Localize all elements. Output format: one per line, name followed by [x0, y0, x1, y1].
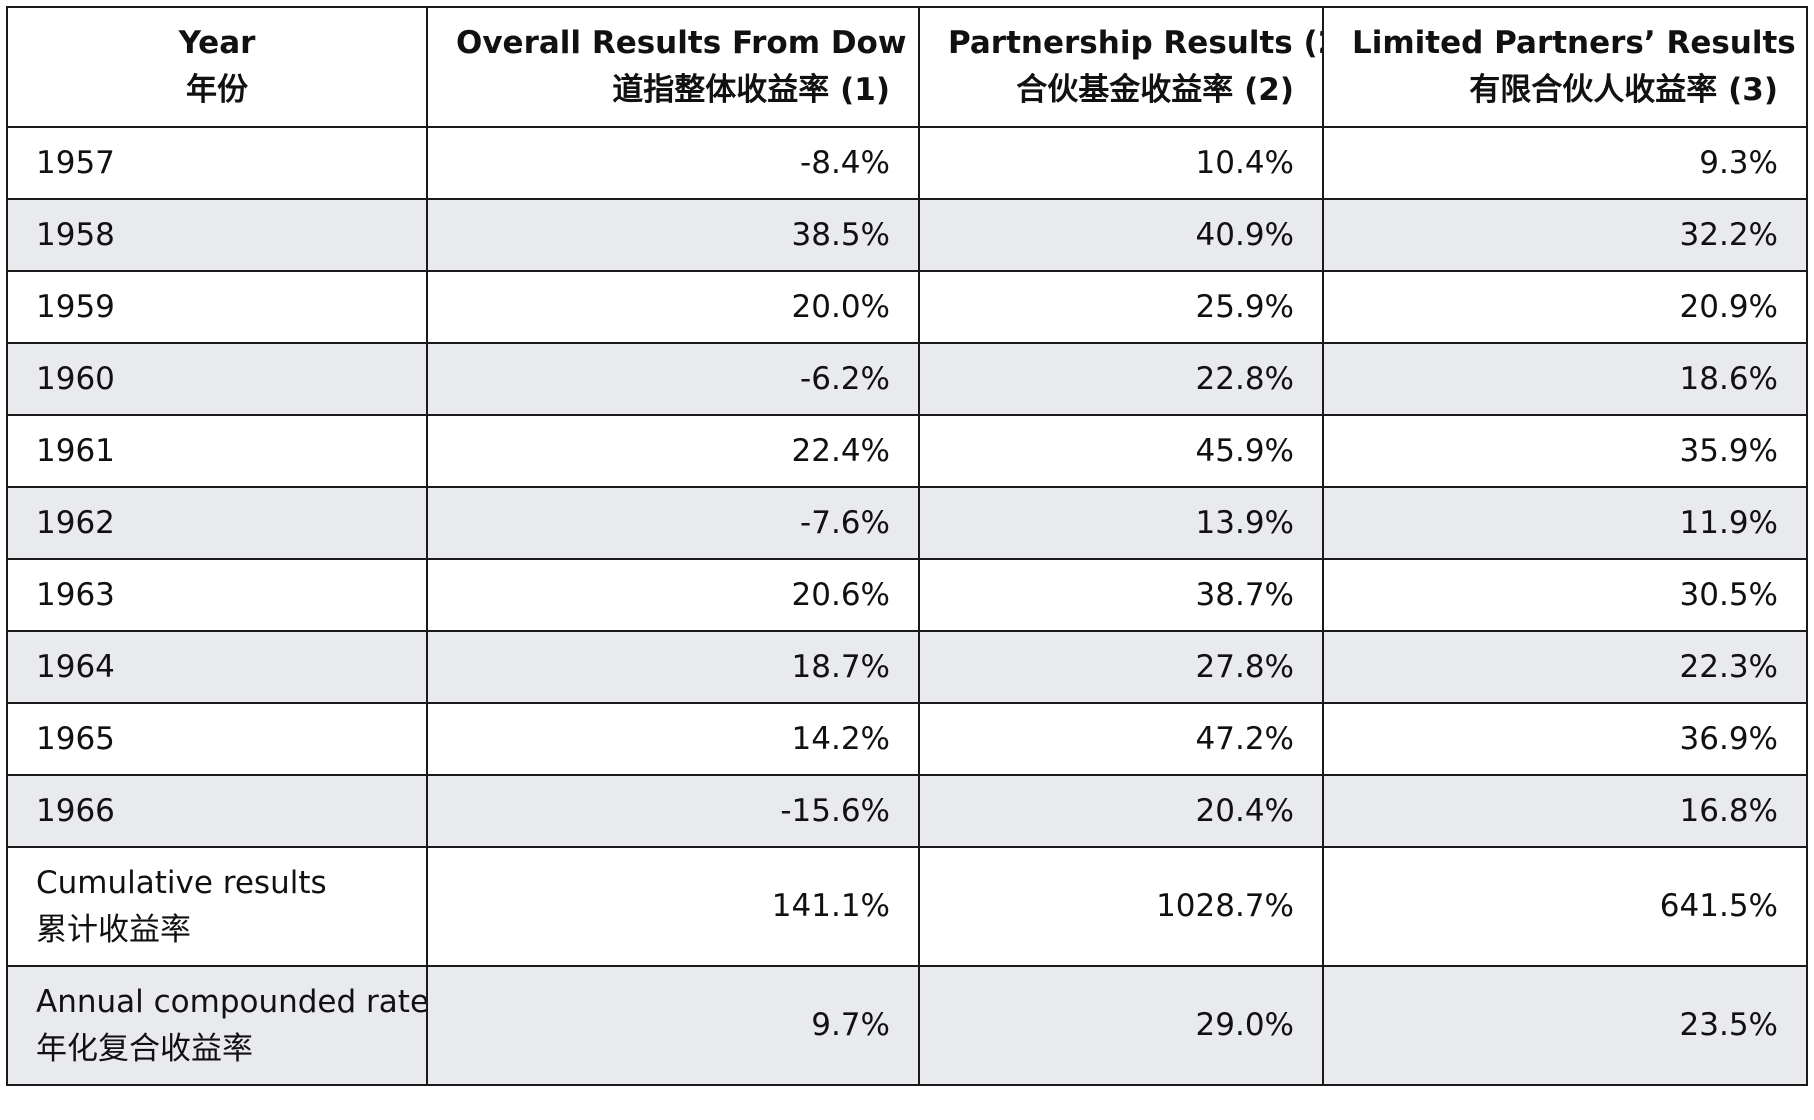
- dow-cell: -15.6%: [426, 774, 920, 848]
- dow-cell: 141.1%: [426, 846, 920, 967]
- partnership-cell: 29.0%: [918, 965, 1324, 1086]
- annual-compounded-rate-row: Annual compounded rate 年化复合收益率 9.7% 29.0…: [6, 965, 1808, 1086]
- table-row: 1963 20.6% 38.7% 30.5%: [6, 558, 1808, 632]
- table-row: 1966 -15.6% 20.4% 16.8%: [6, 774, 1808, 848]
- partnership-cell: 45.9%: [918, 414, 1324, 488]
- column-header-dow-en: Overall Results From Dow (1): [456, 25, 919, 61]
- column-header-limited-partners-en: Limited Partners’ Results (3): [1352, 25, 1807, 61]
- dow-cell: 14.2%: [426, 702, 920, 776]
- year-cell: 1965: [6, 702, 428, 776]
- partnership-cell: 1028.7%: [918, 846, 1324, 967]
- year-cell: 1960: [6, 342, 428, 416]
- dow-cell: 22.4%: [426, 414, 920, 488]
- limited-partners-cell: 20.9%: [1322, 270, 1808, 344]
- summary-label-en: Annual compounded rate: [36, 983, 427, 1020]
- dow-cell: -8.4%: [426, 126, 920, 200]
- year-cell: 1958: [6, 198, 428, 272]
- year-cell: 1961: [6, 414, 428, 488]
- limited-partners-cell: 32.2%: [1322, 198, 1808, 272]
- partnership-cell: 25.9%: [918, 270, 1324, 344]
- limited-partners-cell: 36.9%: [1322, 702, 1808, 776]
- column-header-partnership: Partnership Results (2) 合伙基金收益率 (2): [918, 6, 1324, 128]
- year-cell: 1963: [6, 558, 428, 632]
- table-row: 1964 18.7% 27.8% 22.3%: [6, 630, 1808, 704]
- table-row: 1960 -6.2% 22.8% 18.6%: [6, 342, 1808, 416]
- column-header-year-zh: 年份: [186, 72, 248, 108]
- partnership-cell: 40.9%: [918, 198, 1324, 272]
- partnership-cell: 20.4%: [918, 774, 1324, 848]
- table-row: 1962 -7.6% 13.9% 11.9%: [6, 486, 1808, 560]
- year-cell: 1962: [6, 486, 428, 560]
- limited-partners-cell: 30.5%: [1322, 558, 1808, 632]
- table-header-row: Year 年份 Overall Results From Dow (1) 道指整…: [6, 6, 1808, 128]
- results-table-container: Year 年份 Overall Results From Dow (1) 道指整…: [6, 6, 1808, 1086]
- summary-label-zh: 年化复合收益率: [36, 1030, 253, 1067]
- results-table: Year 年份 Overall Results From Dow (1) 道指整…: [6, 6, 1808, 1086]
- year-cell: 1959: [6, 270, 428, 344]
- dow-cell: 9.7%: [426, 965, 920, 1086]
- partnership-cell: 13.9%: [918, 486, 1324, 560]
- summary-label-cell: Cumulative results 累计收益率: [6, 846, 428, 967]
- column-header-partnership-en: Partnership Results (2): [948, 25, 1323, 61]
- column-header-dow-zh: 道指整体收益率 (1): [612, 72, 890, 108]
- limited-partners-cell: 11.9%: [1322, 486, 1808, 560]
- limited-partners-cell: 35.9%: [1322, 414, 1808, 488]
- cumulative-results-row: Cumulative results 累计收益率 141.1% 1028.7% …: [6, 846, 1808, 967]
- year-cell: 1966: [6, 774, 428, 848]
- dow-cell: 38.5%: [426, 198, 920, 272]
- table-row: 1959 20.0% 25.9% 20.9%: [6, 270, 1808, 344]
- column-header-year: Year 年份: [6, 6, 428, 128]
- partnership-cell: 10.4%: [918, 126, 1324, 200]
- partnership-cell: 22.8%: [918, 342, 1324, 416]
- table-row: 1957 -8.4% 10.4% 9.3%: [6, 126, 1808, 200]
- limited-partners-cell: 9.3%: [1322, 126, 1808, 200]
- dow-cell: 18.7%: [426, 630, 920, 704]
- limited-partners-cell: 641.5%: [1322, 846, 1808, 967]
- column-header-limited-partners: Limited Partners’ Results (3) 有限合伙人收益率 (…: [1322, 6, 1808, 128]
- limited-partners-cell: 23.5%: [1322, 965, 1808, 1086]
- summary-label-zh: 累计收益率: [36, 911, 191, 948]
- table-row: 1965 14.2% 47.2% 36.9%: [6, 702, 1808, 776]
- column-header-dow: Overall Results From Dow (1) 道指整体收益率 (1): [426, 6, 920, 128]
- limited-partners-cell: 16.8%: [1322, 774, 1808, 848]
- table-row: 1961 22.4% 45.9% 35.9%: [6, 414, 1808, 488]
- partnership-cell: 38.7%: [918, 558, 1324, 632]
- summary-label-en: Cumulative results: [36, 864, 327, 901]
- column-header-limited-partners-zh: 有限合伙人收益率 (3): [1469, 72, 1778, 108]
- column-header-year-en: Year: [178, 25, 256, 61]
- summary-label-cell: Annual compounded rate 年化复合收益率: [6, 965, 428, 1086]
- partnership-cell: 27.8%: [918, 630, 1324, 704]
- year-cell: 1957: [6, 126, 428, 200]
- limited-partners-cell: 18.6%: [1322, 342, 1808, 416]
- table-row: 1958 38.5% 40.9% 32.2%: [6, 198, 1808, 272]
- dow-cell: -6.2%: [426, 342, 920, 416]
- column-header-partnership-zh: 合伙基金收益率 (2): [1016, 72, 1294, 108]
- dow-cell: 20.0%: [426, 270, 920, 344]
- dow-cell: 20.6%: [426, 558, 920, 632]
- dow-cell: -7.6%: [426, 486, 920, 560]
- limited-partners-cell: 22.3%: [1322, 630, 1808, 704]
- year-cell: 1964: [6, 630, 428, 704]
- partnership-cell: 47.2%: [918, 702, 1324, 776]
